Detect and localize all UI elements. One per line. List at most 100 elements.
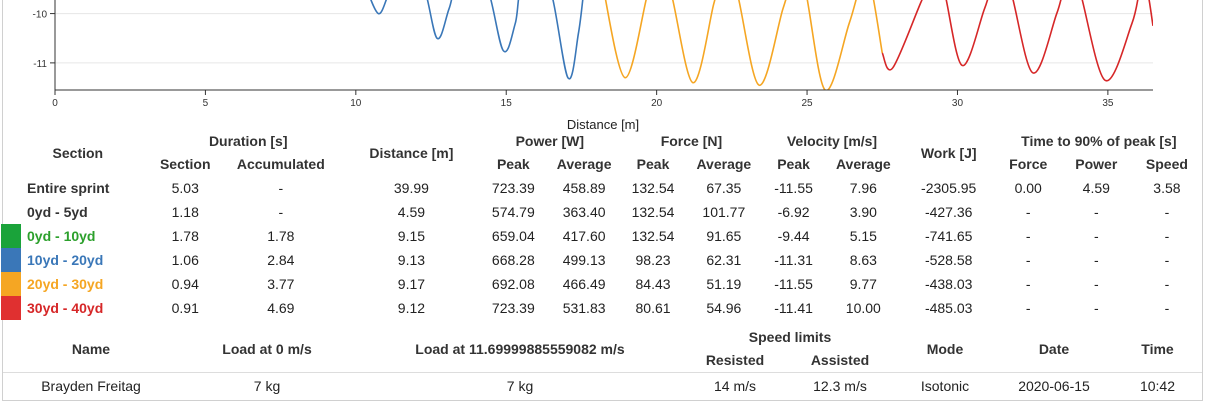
section-cell: -2305.95 xyxy=(921,180,977,196)
header-power-peak: Peak xyxy=(496,156,530,172)
chart-axes: -10 -11 0 5 10 15 20 25 30 35 xyxy=(33,0,1153,109)
section-cell: 80.61 xyxy=(635,300,671,316)
header-duration-accumulated: Accumulated xyxy=(236,156,325,172)
section-cell: 4.59 xyxy=(1082,180,1110,196)
section-cell: 3.77 xyxy=(267,276,295,292)
section-label: Entire sprint xyxy=(27,180,110,196)
header-resisted: Resisted xyxy=(705,352,765,368)
header-time90-speed: Speed xyxy=(1145,156,1188,172)
section-name: 0yd - 10yd xyxy=(1,224,153,248)
section-cell: 54.96 xyxy=(706,300,742,316)
section-cell: 1.06 xyxy=(171,252,199,268)
section-cell: 7.96 xyxy=(849,180,877,196)
section-name: 30yd - 40yd xyxy=(1,296,153,320)
header-work: Work [J] xyxy=(920,145,977,161)
section-cell: - xyxy=(1025,204,1031,220)
section-cell: - xyxy=(1164,300,1170,316)
header-section: Section xyxy=(52,145,104,161)
section-cell: 659.04 xyxy=(491,228,535,244)
section-cell: 531.83 xyxy=(562,300,606,316)
x-tick-label: 0 xyxy=(52,98,58,109)
section-cell: 574.79 xyxy=(491,204,535,220)
header-distance: Distance [m] xyxy=(369,145,454,161)
section-cell: 132.54 xyxy=(631,180,675,196)
section-cell: 2.84 xyxy=(267,252,295,268)
mode-value: Isotonic xyxy=(895,372,995,398)
section-label: 20yd - 30yd xyxy=(27,276,104,292)
header-speed-limits: Speed limits xyxy=(748,329,832,345)
session-info-row: Brayden Freitag 7 kg 7 kg 14 m/s 12.3 m/… xyxy=(3,372,1202,398)
section-cell: 9.13 xyxy=(397,252,426,268)
x-tick-label: 35 xyxy=(1102,98,1114,109)
section-cell: 417.60 xyxy=(562,228,606,244)
section-cell: - xyxy=(1164,204,1170,220)
section-cell: -9.44 xyxy=(777,228,810,244)
y-tick-label: -11 xyxy=(33,59,47,70)
section-cell: 67.35 xyxy=(706,180,742,196)
section-color-swatch xyxy=(1,296,21,320)
section-cell: 723.39 xyxy=(491,180,535,196)
sections-table: Section Duration [s] Distance [m] Power … xyxy=(1,130,1202,320)
section-row: 0yd - 10yd 1.78 1.78 9.15 659.04 417.60 132.54… xyxy=(1,224,1202,248)
header-velocity-peak: Peak xyxy=(777,156,810,172)
section-cell: 132.54 xyxy=(631,204,675,220)
section-cell: 84.43 xyxy=(635,276,671,292)
header-name: Name xyxy=(71,341,111,357)
section-cell: - xyxy=(1025,276,1031,292)
x-tick-label: 30 xyxy=(952,98,964,109)
section-color-swatch xyxy=(1,224,21,248)
header-power: Power [W] xyxy=(515,133,585,149)
date-value: 2020-06-15 xyxy=(995,372,1113,398)
section-cell: 458.89 xyxy=(562,180,606,196)
section-label: 0yd - 10yd xyxy=(27,228,96,244)
header-mode: Mode xyxy=(926,341,964,357)
x-tick-label: 5 xyxy=(203,98,209,109)
x-tick-label: 20 xyxy=(651,98,663,109)
section-cell: 4.59 xyxy=(397,204,426,220)
section-cell: - xyxy=(1164,276,1170,292)
section-cell: 8.63 xyxy=(849,252,877,268)
section-name: 0yd - 5yd xyxy=(3,200,153,224)
x-axis-label: Distance [m] xyxy=(567,117,639,132)
header-velocity: Velocity [m/s] xyxy=(786,133,878,149)
section-cell: 5.03 xyxy=(171,180,199,196)
section-cell: 363.40 xyxy=(562,204,606,220)
header-date: Date xyxy=(1038,341,1070,357)
section-row: Entire sprint 5.03 - 39.99 723.39 458.89 132.5… xyxy=(3,176,1202,200)
section-cell: -11.31 xyxy=(774,252,813,268)
velocity-distance-chart: -10 -11 0 5 10 15 20 25 30 35 Distance [m] xyxy=(33,0,1153,132)
section-cell: 101.77 xyxy=(702,204,746,220)
section-cell: 132.54 xyxy=(631,228,675,244)
section-cell: 0.91 xyxy=(171,300,199,316)
section-label: 0yd - 5yd xyxy=(27,204,88,220)
header-force-average: Average xyxy=(696,156,752,172)
section-cell: 1.78 xyxy=(267,228,295,244)
load-at-zero: 7 kg xyxy=(179,372,355,398)
header-force: Force [N] xyxy=(660,133,723,149)
chart-grid xyxy=(55,13,1153,64)
section-cell: 499.13 xyxy=(562,252,606,268)
section-cell: - xyxy=(1093,252,1099,268)
section-cell: - xyxy=(1025,300,1031,316)
x-tick-label: 15 xyxy=(501,98,513,109)
section-cell: 723.39 xyxy=(491,300,535,316)
section-cell: 9.15 xyxy=(397,228,426,244)
section-name: 10yd - 20yd xyxy=(1,248,153,272)
header-velocity-average: Average xyxy=(835,156,891,172)
x-tick-label: 25 xyxy=(801,98,813,109)
velocity-series-line xyxy=(370,0,584,80)
header-power-average: Average xyxy=(556,156,612,172)
section-cell: 98.23 xyxy=(635,252,671,268)
section-cell: -427.36 xyxy=(924,204,973,220)
section-cell: 0.94 xyxy=(171,276,199,292)
header-duration: Duration [s] xyxy=(208,133,288,149)
section-cell: 5.15 xyxy=(849,228,877,244)
section-cell: 4.69 xyxy=(267,300,295,316)
section-cell: -485.03 xyxy=(924,300,973,316)
section-cell: 1.78 xyxy=(171,228,199,244)
header-time90: Time to 90% of peak [s] xyxy=(1021,133,1177,149)
section-cell: 10.00 xyxy=(845,300,881,316)
section-cell: 62.31 xyxy=(706,252,742,268)
section-cell: 3.58 xyxy=(1153,180,1181,196)
header-time90-power: Power xyxy=(1075,156,1118,172)
